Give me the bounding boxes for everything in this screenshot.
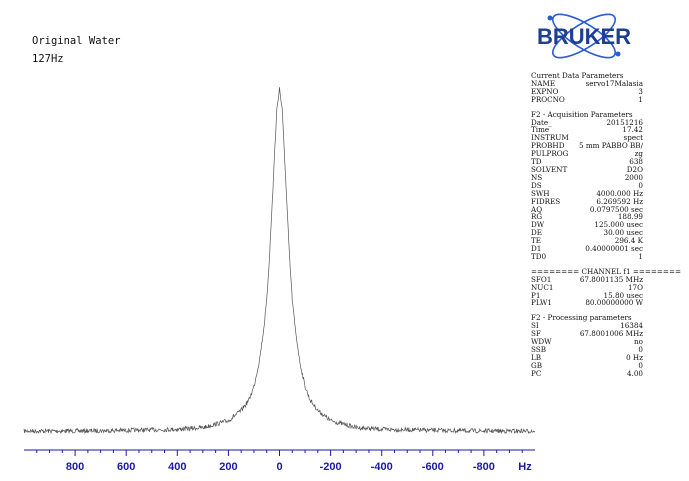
processing-rows: SI 16384 SF 67.8001006 MHz WDW no SSB 0 LB 0 Hz GB… <box>531 322 643 377</box>
param-row: NS 2000 <box>531 174 643 182</box>
param-value: 5 mm PABBO BB/ <box>579 142 643 150</box>
param-row: PC 4.00 <box>531 370 643 378</box>
param-key: PLW1 <box>531 299 552 307</box>
current-data-rows: NAME servo17Malasia EXPNO 3 PROCNO 1 <box>531 80 643 104</box>
param-row: PULPROG zg <box>531 150 643 158</box>
param-row: WDW no <box>531 338 643 346</box>
param-row: TD0 1 <box>531 253 643 261</box>
param-row: D1 0.40000001 sec <box>531 245 643 253</box>
param-row: LB 0 Hz <box>531 354 643 362</box>
param-key: TD0 <box>531 253 546 261</box>
x-tick-label: 800 <box>66 461 84 473</box>
acquisition-rows: Date_ 20151216 Time 17.42 INSTRUM spect PROBHD… <box>531 119 643 261</box>
parameter-panel: Current Data Parameters NAME servo17Malas… <box>531 72 643 385</box>
x-tick-label: 600 <box>117 461 135 473</box>
param-row: PROCNO 1 <box>531 96 643 104</box>
x-tick-label: -200 <box>320 461 342 473</box>
param-value: 4.00 <box>627 370 643 378</box>
param-value: 1 <box>638 96 643 104</box>
current-data-params: Current Data Parameters NAME servo17Malas… <box>531 72 643 104</box>
param-row: PLW1 80.00000000 W <box>531 299 643 307</box>
x-tick-label: 200 <box>219 461 237 473</box>
spectrum-line <box>24 87 535 433</box>
channel-rows: SFO1 67.8001135 MHz NUC1 17O P1 15.80 usec PLW… <box>531 276 643 308</box>
processing-params: F2 - Processing parameters SI 16384 SF 67.8… <box>531 314 643 377</box>
bruker-logo-graphic: BRUKER <box>528 8 640 64</box>
acquisition-params: F2 - Acquisition Parameters Date_ 2015121… <box>531 111 643 261</box>
x-tick-label: -600 <box>422 461 444 473</box>
param-value: 1 <box>638 253 643 261</box>
x-tick-label: -800 <box>473 461 495 473</box>
logo-electron-1 <box>548 16 553 21</box>
param-key: PC <box>531 370 541 378</box>
x-tick-label: -400 <box>371 461 393 473</box>
param-key: PROCNO <box>531 96 565 104</box>
param-value: servo17Malasia <box>586 80 643 88</box>
bruker-logo: BRUKER <box>528 8 640 64</box>
param-value: 0.40000001 sec <box>585 245 643 253</box>
x-axis-unit-label: Hz <box>518 461 532 473</box>
x-tick-label: 400 <box>168 461 186 473</box>
x-tick-label: 0 <box>276 461 282 473</box>
param-value: 80.00000000 W <box>585 299 643 307</box>
logo-text: BRUKER <box>537 24 631 49</box>
logo-electron-2 <box>616 52 621 57</box>
channel-params: ======== CHANNEL f1 ======== SFO1 67.8001… <box>531 268 643 308</box>
